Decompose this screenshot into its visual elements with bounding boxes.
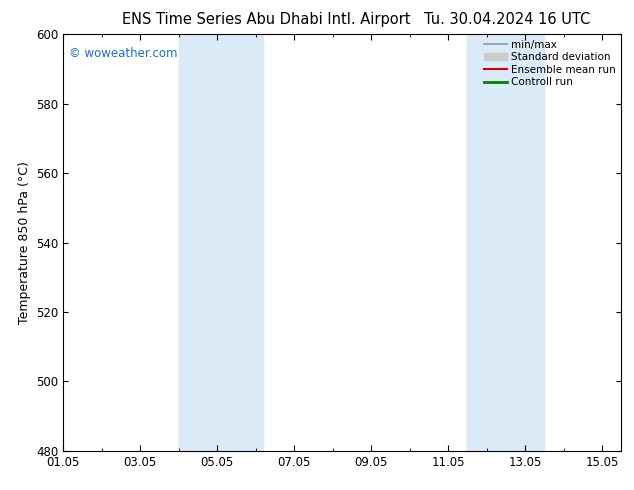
Text: Tu. 30.04.2024 16 UTC: Tu. 30.04.2024 16 UTC (424, 12, 590, 27)
Legend: min/max, Standard deviation, Ensemble mean run, Controll run: min/max, Standard deviation, Ensemble me… (482, 37, 618, 89)
Bar (179, 34, 264, 451)
Y-axis label: Temperature 850 hPa (°C): Temperature 850 hPa (°C) (18, 161, 30, 324)
Bar (467, 34, 545, 451)
Text: ENS Time Series Abu Dhabi Intl. Airport: ENS Time Series Abu Dhabi Intl. Airport (122, 12, 411, 27)
Text: © woweather.com: © woweather.com (69, 47, 178, 60)
